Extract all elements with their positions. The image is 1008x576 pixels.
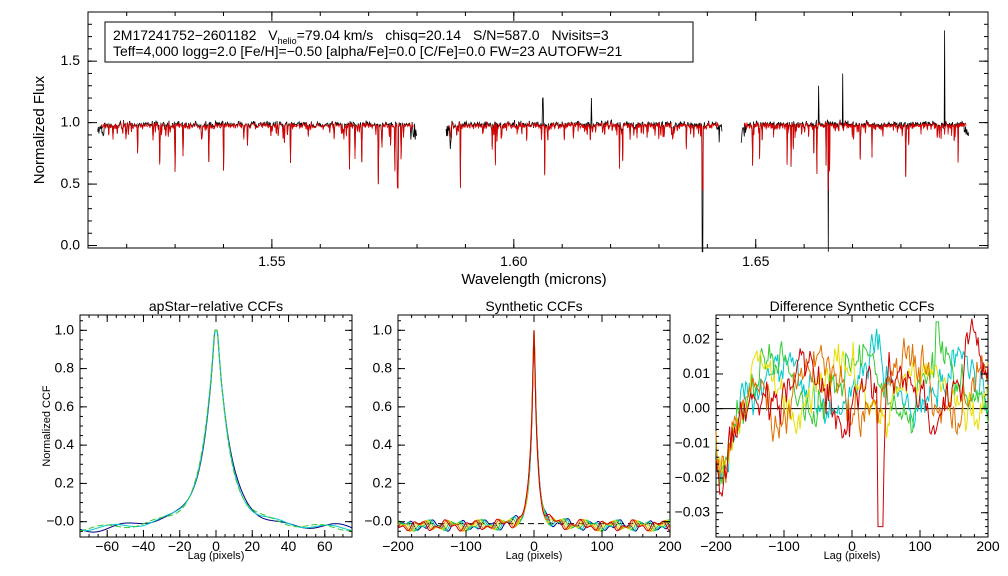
y-tick-label: 1.0	[373, 321, 393, 337]
apstar-ccf-title: apStar−relative CCFs	[149, 298, 283, 314]
y-tick-label: 0.4	[55, 436, 75, 452]
ccf-line-s5	[397, 330, 671, 532]
y-tick-label: 1.5	[61, 52, 81, 68]
y-tick-label: 1.0	[55, 321, 75, 337]
ccf-line-visit3	[79, 329, 353, 532]
x-tick-label: 0	[848, 538, 856, 554]
x-tick-label: −20	[168, 538, 192, 554]
observed-spectrum-line	[740, 30, 969, 252]
synthetic-ccf-panel: Synthetic CCFs −200 −100 0 100 200 −0.0 0.2 0.4…	[364, 298, 682, 562]
difference-ccf-axes-frame	[715, 314, 989, 538]
y-tick-label: 0.00	[683, 400, 710, 416]
y-tick-label: −0.0	[364, 513, 392, 529]
difference-ccf-title: Difference Synthetic CCFs	[770, 298, 935, 314]
apstar-ccf-xlabel: Lag (pixels)	[188, 550, 245, 562]
x-tick-label: 20	[244, 538, 260, 554]
y-tick-label: 0.4	[373, 436, 393, 452]
nvisits-value: Nvisits=3	[551, 27, 608, 43]
ccf-line-s6	[397, 330, 670, 532]
x-tick-label: 40	[281, 538, 297, 554]
x-tick-label: −100	[450, 538, 482, 554]
v-label: V	[268, 27, 278, 43]
y-tick-label: 0.6	[55, 398, 75, 414]
x-tick-label: −100	[768, 538, 800, 554]
ccf-line-s1	[397, 330, 671, 532]
x-tick-label: −40	[132, 538, 156, 554]
spectrum-ticks: 1.55 1.60 1.65 0.0 0.5 1.0 1.5	[61, 11, 988, 269]
y-tick-label: 0.6	[373, 398, 393, 414]
v-value: =79.04 km/s	[297, 27, 374, 43]
apstar-ccf-panel: apStar−relative CCFs −60 −40 −20 0 20 40 60 −0.…	[41, 298, 353, 562]
difference-ccf-lines	[715, 318, 989, 528]
y-tick-label: 0.8	[373, 360, 393, 376]
info-line-1: 2M17241752−2601182 Vhelio=79.04 km/s chi…	[113, 27, 609, 46]
x-tick-label: 0	[530, 538, 538, 554]
synthetic-ccf-lines	[397, 330, 671, 532]
difference-ccf-xlabel: Lag (pixels)	[824, 550, 881, 562]
x-tick-label: 1.55	[258, 253, 285, 269]
difference-ccf-panel: Difference Synthetic CCFs −200 −100 0 100 20…	[675, 298, 1000, 562]
spectrum-ylabel: Normalized Flux	[31, 75, 48, 184]
apstar-ccf-axes-frame	[79, 314, 353, 538]
star-id: 2M17241752−2601182	[113, 27, 257, 43]
chisq-value: chisq=20.14	[385, 27, 461, 43]
x-tick-label: 0	[212, 538, 220, 554]
x-tick-label: 100	[590, 538, 614, 554]
y-tick-label: 0.2	[373, 474, 393, 490]
observed-spectrum-line	[445, 97, 723, 253]
difference-ccf-ticks: −200 −100 0 100 200 −0.03 −0.02 −0.01 0.00 0.01 0.…	[675, 315, 1000, 554]
x-tick-label: 100	[908, 538, 932, 554]
sn-value: S/N=587.0	[473, 27, 540, 43]
diff-line-s4	[715, 341, 989, 474]
synthetic-ccf-xlabel: Lag (pixels)	[506, 550, 563, 562]
model-spectrum-line	[743, 120, 967, 191]
y-tick-label: 0.0	[61, 237, 81, 253]
apstar-ccf-ylabel: Normalized CCF	[41, 385, 53, 467]
ccf-line-visit2	[79, 329, 353, 532]
ccf-line-s4	[397, 330, 671, 532]
spectrum-lines	[97, 30, 969, 253]
info-line-2: Teff=4,000 logg=2.0 [Fe/H]=−0.50 [alpha/…	[113, 43, 622, 59]
y-tick-label: 0.5	[61, 175, 81, 191]
x-tick-label: 1.60	[500, 253, 527, 269]
v-subscript: helio	[278, 36, 297, 46]
spectrum-panel: 1.55 1.60 1.65 0.0 0.5 1.0 1.5 2M17241752−2601…	[31, 11, 989, 288]
ccf-line-s3	[398, 330, 671, 532]
info-box	[104, 21, 694, 63]
diff-line-s2	[715, 328, 989, 480]
x-tick-label: 200	[658, 538, 682, 554]
y-tick-label: 0.01	[683, 365, 710, 381]
y-tick-label: 0.02	[683, 330, 710, 346]
model-spectrum-line	[101, 121, 414, 189]
x-tick-label: 200	[976, 538, 1000, 554]
y-tick-label: 1.0	[61, 114, 81, 130]
x-tick-label: −200	[700, 538, 732, 554]
ccf-line-visit1	[79, 329, 353, 533]
x-tick-label: 1.65	[742, 253, 769, 269]
apstar-ccf-lines	[79, 329, 353, 533]
y-tick-label: −0.03	[675, 504, 711, 520]
x-tick-label: 60	[317, 538, 333, 554]
x-tick-label: −200	[382, 538, 414, 554]
x-tick-label: −60	[95, 538, 119, 554]
synthetic-ccf-title: Synthetic CCFs	[485, 298, 582, 314]
y-tick-label: −0.02	[675, 469, 711, 485]
spectrum-xlabel: Wavelength (microns)	[461, 271, 606, 288]
diff-line-s6	[715, 318, 989, 528]
ccf-line-s2	[397, 330, 671, 532]
y-tick-label: −0.01	[675, 434, 711, 450]
y-tick-label: 0.8	[55, 360, 75, 376]
y-tick-label: −0.0	[46, 513, 74, 529]
model-spectrum-line	[448, 120, 720, 191]
synthetic-ccf-ticks: −200 −100 0 100 200 −0.0 0.2 0.4 0.6 0.8 1.0	[364, 315, 682, 554]
spectrum-axes-frame	[87, 11, 989, 249]
apstar-ccf-ticks: −60 −40 −20 0 20 40 60 −0.0 0.2 0.4 0.6 0.8 1.0	[46, 315, 353, 554]
observed-spectrum-line	[97, 119, 418, 189]
y-tick-label: 0.2	[55, 474, 75, 490]
